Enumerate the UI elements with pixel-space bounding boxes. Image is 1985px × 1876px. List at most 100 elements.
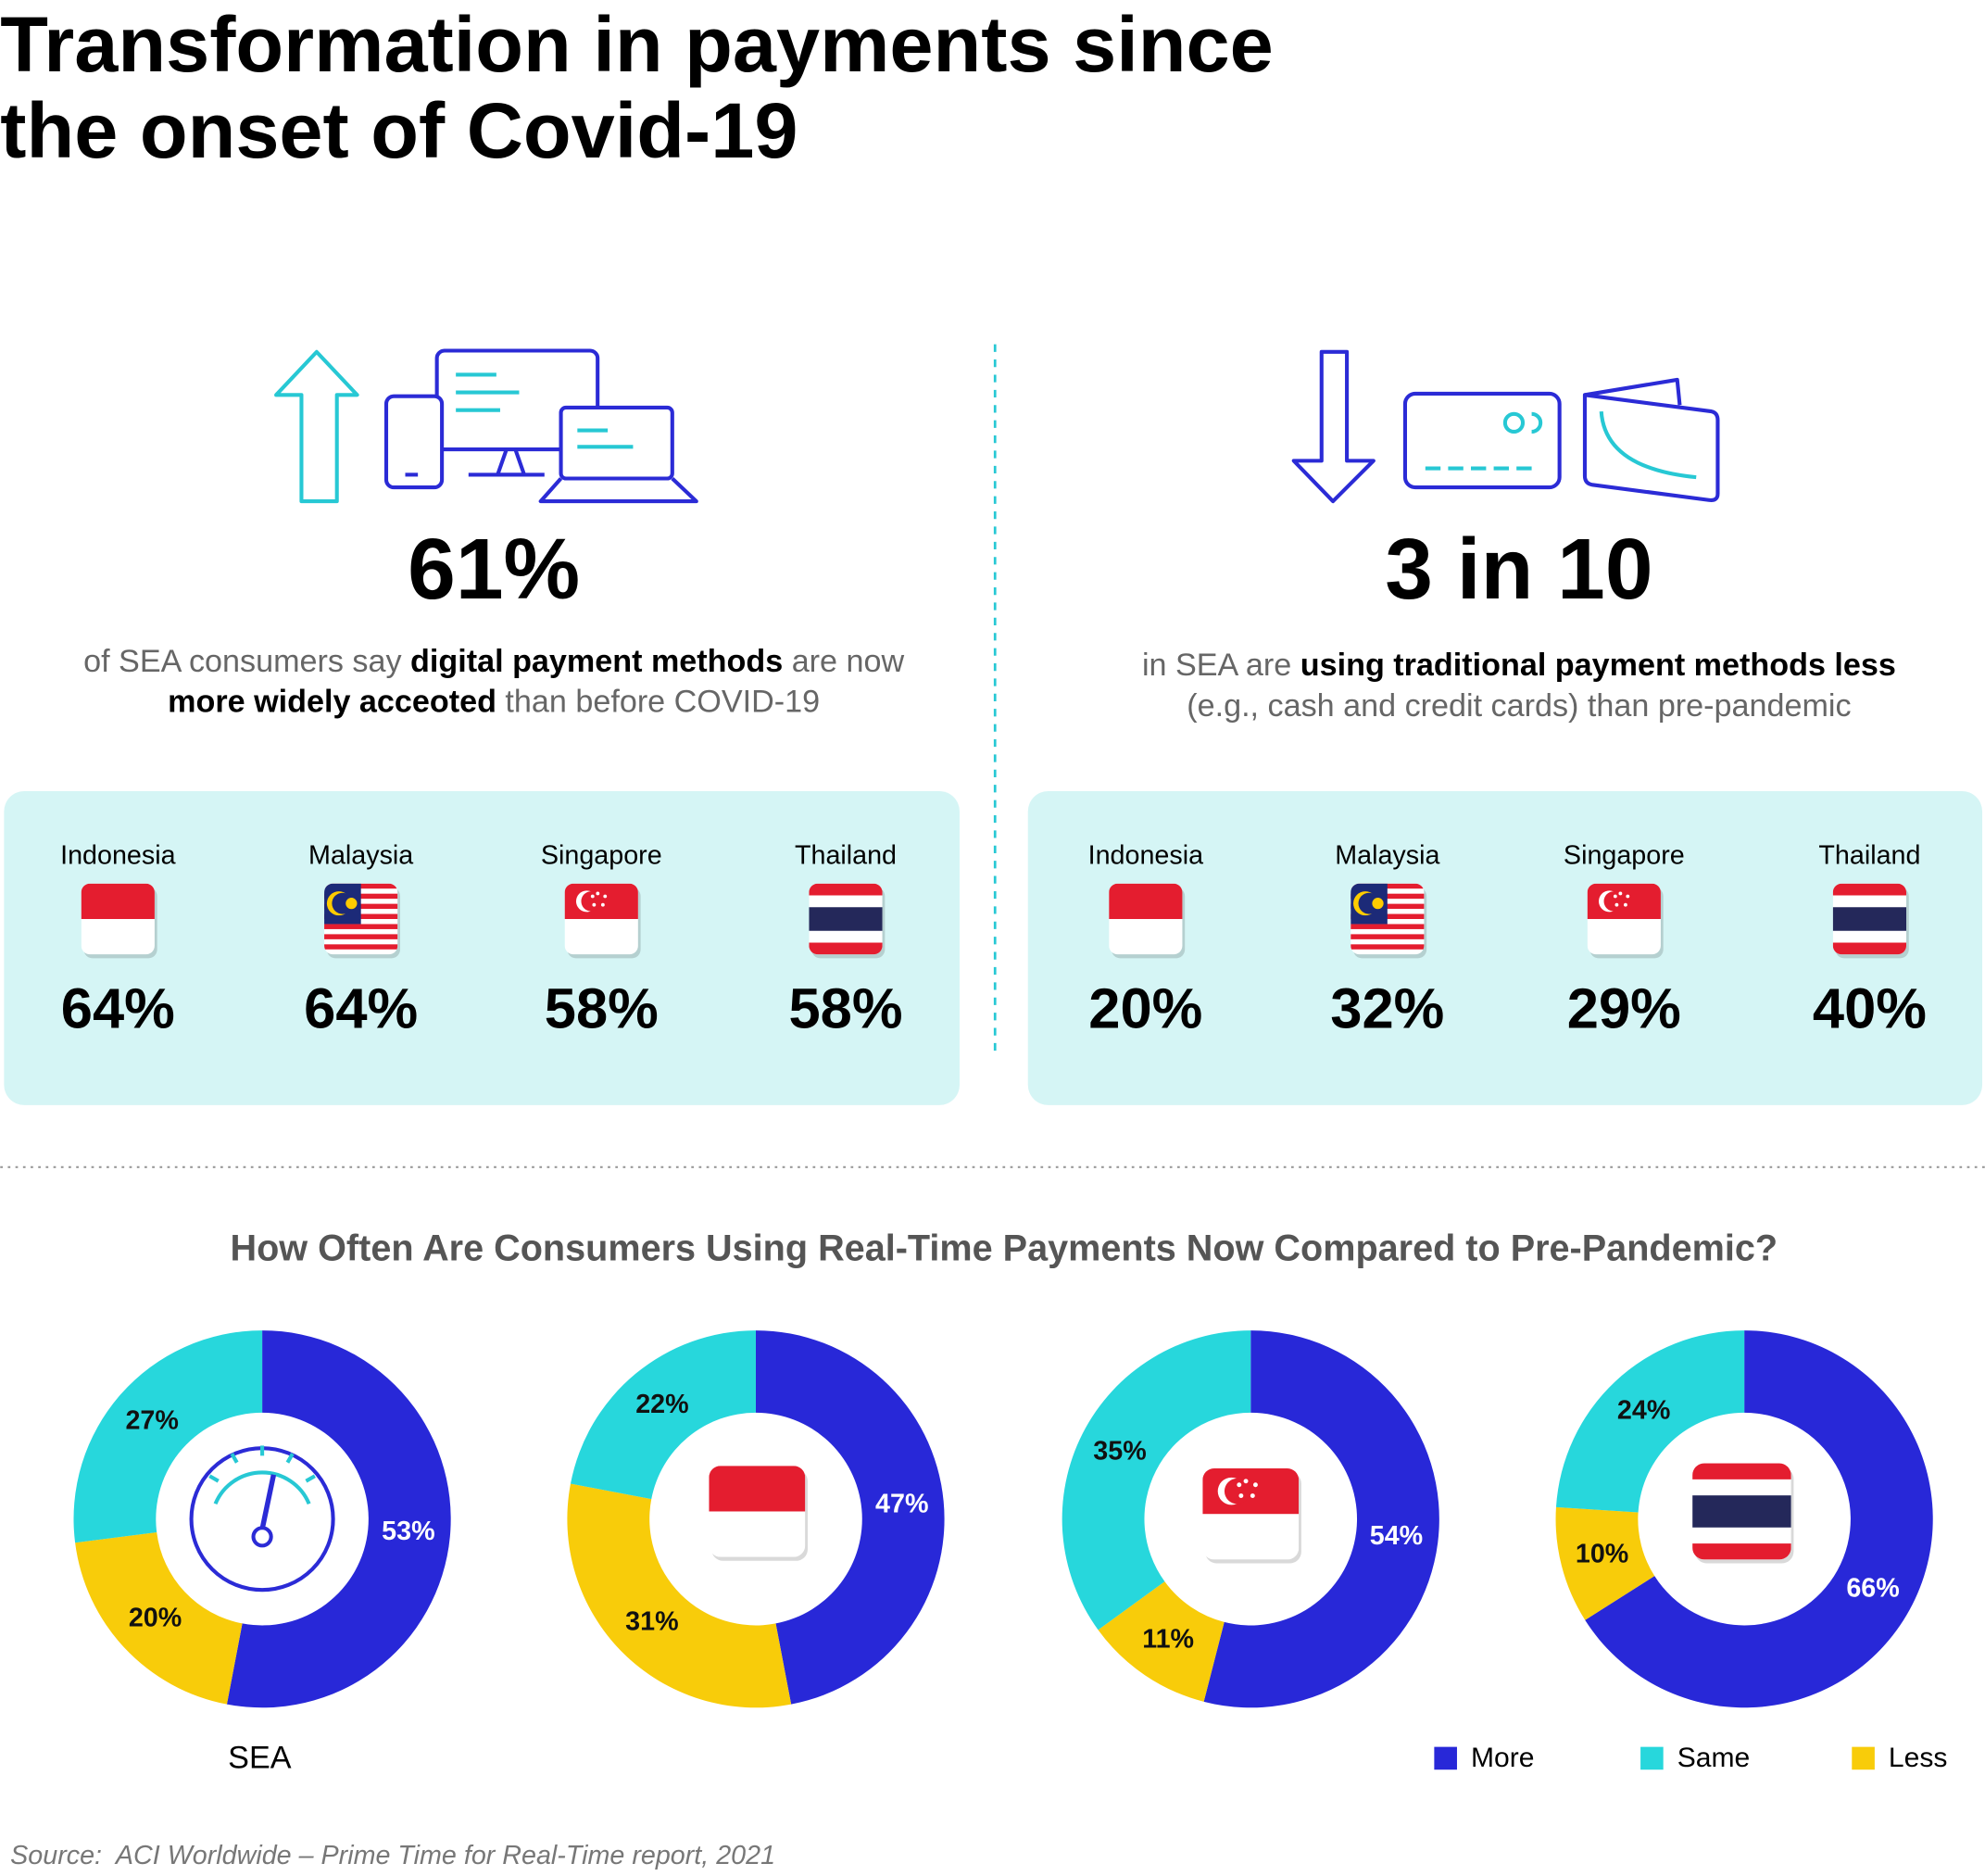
legend-swatch — [1434, 1746, 1457, 1770]
data-label: 54% — [1370, 1521, 1423, 1551]
flag — [1109, 883, 1186, 959]
data-label: 24% — [1617, 1396, 1670, 1426]
flag-body — [809, 883, 883, 955]
flag-star — [1243, 1479, 1249, 1484]
description-part: of SEA consumers say — [83, 644, 410, 679]
flag-body — [564, 883, 638, 955]
flag-red — [1692, 1543, 1791, 1560]
flag-red — [809, 942, 883, 955]
flag-red — [1109, 883, 1183, 920]
gauge-tick — [230, 1453, 239, 1464]
legend-swatch — [1640, 1746, 1664, 1770]
flag-red — [564, 883, 638, 920]
description-part: more widely acceoted — [168, 685, 496, 720]
flag-body — [81, 883, 155, 955]
category-label: SEA — [228, 1740, 292, 1775]
description: of SEA consumers say digital payment met… — [83, 644, 904, 679]
legend-swatch — [1852, 1746, 1875, 1770]
data-label: 22% — [635, 1390, 688, 1419]
donut-segment — [73, 1330, 263, 1543]
flag-red — [1202, 1468, 1300, 1515]
flag-red — [1587, 883, 1661, 920]
flag — [324, 883, 401, 959]
country-value: 40% — [1813, 976, 1927, 1040]
flag-blue — [809, 907, 883, 931]
flag-red — [1832, 942, 1907, 955]
flag-moon — [581, 891, 601, 912]
country-value: 29% — [1567, 976, 1681, 1040]
flag-star — [1237, 1482, 1242, 1488]
country-value: 32% — [1330, 976, 1444, 1040]
country-name: Malaysia — [1335, 841, 1439, 871]
flag-stripe — [1351, 944, 1425, 950]
description-part: than before COVID-19 — [496, 685, 820, 720]
country-value: 64% — [61, 976, 175, 1040]
gauge-needle — [259, 1474, 277, 1530]
description: (e.g., cash and credit cards) than pre-p… — [1187, 688, 1851, 724]
flag-star — [1372, 898, 1384, 910]
country-value: 58% — [788, 976, 902, 1040]
description-part: using traditional payment methods less — [1300, 648, 1896, 683]
flag-star — [596, 891, 600, 896]
legend-label: Same — [1677, 1743, 1751, 1773]
country-name: Thailand — [1818, 841, 1920, 871]
description-part: in SEA are — [1142, 648, 1300, 683]
country-name: Indonesia — [1088, 841, 1203, 871]
data-label: 66% — [1846, 1574, 1899, 1604]
flag-star — [603, 894, 608, 899]
data-label: 11% — [1142, 1624, 1194, 1654]
donut-segment — [570, 1330, 756, 1500]
donut-segment — [567, 1483, 792, 1708]
donut-segment — [1203, 1330, 1439, 1708]
stat: 3 in 10 — [1385, 521, 1652, 617]
flag — [1202, 1468, 1301, 1564]
flag-stripe — [324, 944, 398, 950]
legend-label: More — [1471, 1743, 1534, 1773]
donut-segment — [755, 1330, 945, 1705]
description-part: (e.g., cash and credit cards) than pre-p… — [1187, 688, 1851, 724]
flag-red — [809, 883, 883, 896]
flag-star — [1614, 902, 1619, 907]
data-label: 27% — [125, 1405, 178, 1435]
flag — [1587, 883, 1664, 959]
flag-moon — [332, 892, 354, 914]
flag-star — [600, 902, 605, 907]
data-label: 47% — [875, 1489, 928, 1518]
data-label: 31% — [625, 1606, 678, 1636]
flag — [564, 883, 641, 959]
donut-segment — [1062, 1330, 1251, 1630]
flag — [1692, 1463, 1794, 1564]
stat: 61% — [408, 521, 580, 617]
donut-segment — [1098, 1581, 1225, 1702]
donut-segment — [75, 1532, 243, 1705]
flag-stripe — [1351, 924, 1425, 929]
data-label: 53% — [382, 1517, 434, 1546]
chart-title: How Often Are Consumers Using Real-Time … — [231, 1228, 1778, 1268]
flag-star — [592, 902, 597, 907]
gauge-tick — [285, 1453, 295, 1464]
donut-segment — [1585, 1330, 1933, 1708]
flag-star — [1624, 902, 1627, 907]
flag-moon — [1603, 891, 1624, 912]
flag-blue — [1832, 907, 1907, 931]
flag-red — [709, 1466, 806, 1512]
flag — [1832, 883, 1909, 959]
description-part: digital payment methods — [410, 644, 783, 679]
flag-stripe — [1351, 934, 1425, 939]
title: the onset of Covid-19 — [0, 86, 798, 174]
gauge-pin — [251, 1526, 273, 1548]
stat-box — [4, 790, 960, 1105]
country-value: 58% — [545, 976, 659, 1040]
data-label: 10% — [1576, 1540, 1628, 1569]
country-name: Malaysia — [308, 841, 413, 871]
flag — [1351, 883, 1427, 959]
flag-star — [1238, 1493, 1244, 1498]
country-name: Singapore — [1564, 841, 1685, 871]
flag-body — [1202, 1468, 1300, 1560]
country-value: 20% — [1088, 976, 1202, 1040]
flag — [809, 883, 886, 959]
country-name: Indonesia — [60, 841, 175, 871]
digital-icon — [274, 348, 698, 504]
gauge-tick — [208, 1474, 220, 1483]
